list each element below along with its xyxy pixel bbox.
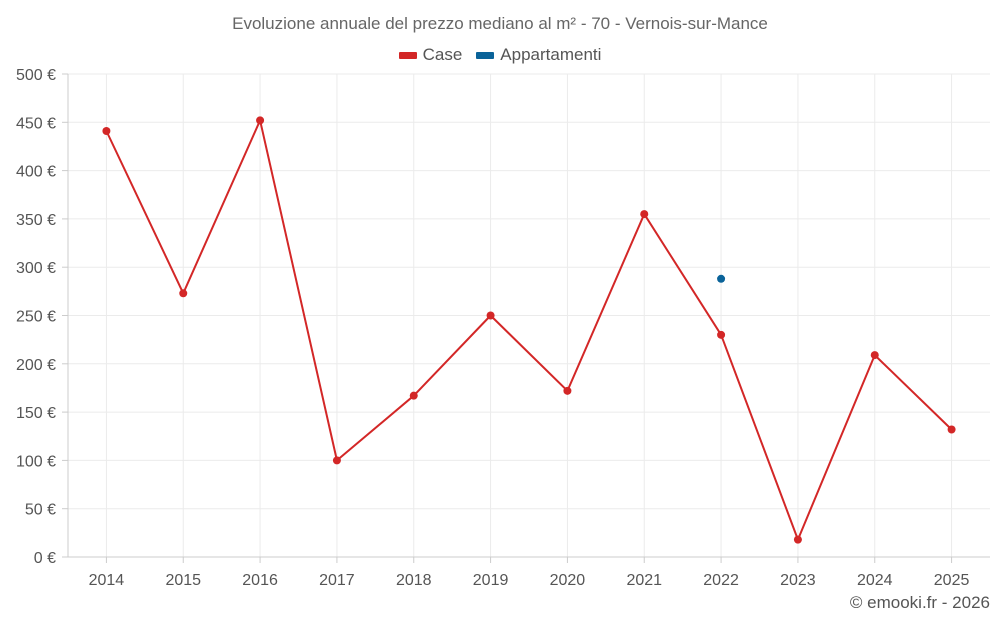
data-point-case[interactable] <box>563 386 572 395</box>
data-point-case[interactable] <box>870 351 879 360</box>
x-tick-label: 2022 <box>703 572 739 589</box>
x-tick-label: 2023 <box>780 572 816 589</box>
data-point-case[interactable] <box>409 391 418 400</box>
data-point-case[interactable] <box>717 330 726 339</box>
data-point-case[interactable] <box>332 456 341 465</box>
grid-lines <box>68 73 990 558</box>
data-point-case[interactable] <box>486 311 495 320</box>
x-tick-label: 2015 <box>165 572 201 589</box>
y-tick-label: 350 € <box>16 212 56 229</box>
data-point-case[interactable] <box>179 289 188 298</box>
y-tick-label: 250 € <box>16 309 56 326</box>
data-point-case[interactable] <box>256 116 265 125</box>
y-tick-label: 200 € <box>16 357 56 374</box>
x-tick-label: 2021 <box>626 572 662 589</box>
x-tick-label: 2019 <box>473 572 509 589</box>
axes: 0 € 50 € 100 € 150 € 200 € 250 € 300 € 350 € 400… <box>16 67 990 589</box>
x-tick-label: 2018 <box>396 572 432 589</box>
y-tick-label: 500 € <box>16 67 56 84</box>
y-tick-label: 50 € <box>25 502 56 519</box>
x-tick-label: 2024 <box>857 572 893 589</box>
credit-text: © emooki.fr - 2026 <box>849 593 990 612</box>
legend-item-case[interactable]: Case <box>398 45 463 65</box>
x-tick-label: 2014 <box>89 572 125 589</box>
x-tick-label: 2020 <box>550 572 586 589</box>
y-tick-label: 0 € <box>34 550 56 567</box>
data-point-case[interactable] <box>947 425 956 434</box>
legend-item-appartamenti[interactable]: Appartamenti <box>476 45 601 65</box>
data-point-case[interactable] <box>102 126 111 135</box>
x-tick-label: 2016 <box>242 572 278 589</box>
legend-label-appartamenti: Appartamenti <box>500 45 602 64</box>
legend-swatch-case <box>398 51 417 59</box>
y-tick-label: 400 € <box>16 164 56 181</box>
legend-label-case: Case <box>422 45 463 64</box>
data-point-case[interactable] <box>793 535 802 544</box>
y-tick-label: 100 € <box>16 453 56 470</box>
legend-swatch-appartamenti <box>476 51 495 59</box>
chart-legend: Case Appartamenti <box>0 45 1000 65</box>
series-line-case <box>105 119 953 541</box>
series <box>102 116 956 544</box>
x-tick-label: 2017 <box>319 572 355 589</box>
y-tick-label: 150 € <box>16 405 56 422</box>
data-point-case[interactable] <box>640 210 649 219</box>
chart-title: Evoluzione annuale del prezzo mediano al… <box>232 14 768 33</box>
x-tick-label: 2025 <box>934 572 970 589</box>
data-point-appartamenti[interactable] <box>717 274 726 283</box>
y-tick-label: 450 € <box>16 115 56 132</box>
y-tick-label: 300 € <box>16 260 56 277</box>
